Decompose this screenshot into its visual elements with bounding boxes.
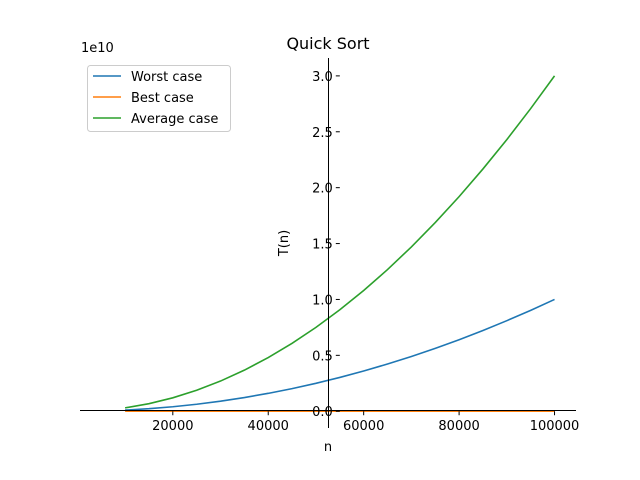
chart-title: Quick Sort [286, 34, 369, 53]
legend-label: Worst case [131, 70, 202, 85]
y-tick-label: 0.0 [312, 405, 333, 420]
x-tick-label: 60000 [343, 419, 384, 434]
legend-label: Best case [131, 91, 194, 106]
y-tick-label: 2.0 [312, 182, 333, 197]
y-tick-label: 2.5 [312, 126, 333, 141]
x-tick-label: 40000 [248, 419, 289, 434]
series-lines [124, 75, 556, 413]
x-tick-label: 20000 [152, 419, 193, 434]
y-ticks: 0.0 0.5 1.0 1.5 2.0 2.5 3.0 [312, 70, 340, 420]
y-axis-label: T(n) [277, 230, 292, 257]
x-ticks: 20000 40000 60000 80000 100000 [152, 411, 579, 434]
series-line-2 [124, 75, 556, 409]
x-tick-label: 100000 [530, 419, 580, 434]
y-tick-label: 1.0 [312, 293, 333, 308]
y-tick-label: 3.0 [312, 70, 333, 85]
legend-label: Average case [131, 112, 218, 127]
legend: Worst case Best case Average case [87, 65, 231, 132]
legend-frame [87, 65, 231, 132]
y-tick-label: 1.5 [312, 238, 333, 253]
x-tick-label: 80000 [438, 419, 479, 434]
y-tick-label: 0.5 [312, 349, 333, 364]
series-line-0 [125, 298, 555, 411]
y-offset-label: 1e10 [81, 41, 114, 56]
x-axis-label: n [324, 440, 332, 455]
